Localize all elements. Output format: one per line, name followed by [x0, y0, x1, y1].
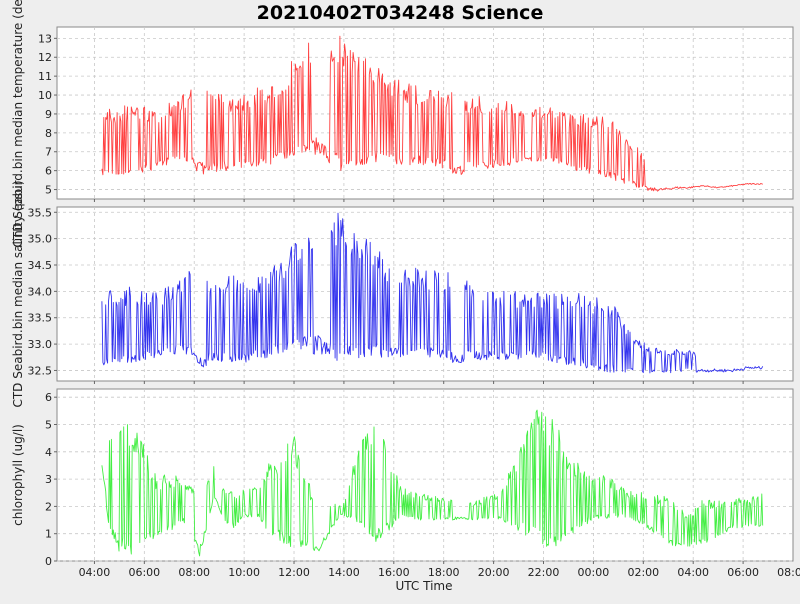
y-tick-label-chlorophyll-1: 1 [45, 528, 52, 541]
x-tick-label-9: 22:00 [528, 566, 560, 579]
y-tick-label-salinity-2: 33.5 [28, 312, 53, 325]
y-tick-label-chlorophyll-0: 0 [45, 555, 52, 568]
panel-frame-chlorophyll [56, 388, 794, 562]
x-tick-label-14: 08:00 [777, 566, 800, 579]
y-tick-label-temperature-8: 13 [38, 32, 52, 45]
y-tick-label-temperature-6: 11 [38, 70, 52, 83]
y-tick-label-salinity-5: 35.0 [28, 233, 53, 246]
y-tick-label-temperature-1: 6 [45, 165, 52, 178]
y-axis-label-salinity: CTD Seabird.bin median salinity (psu) [11, 180, 25, 407]
panel-chlorophyll: 0 1 2 3 4 5 6 chlorophyll (ug/l) [11, 388, 794, 568]
x-tick-label-5: 14:00 [328, 566, 360, 579]
x-tick-label-0: 04:00 [79, 566, 111, 579]
y-tick-label-chlorophyll-2: 2 [45, 500, 52, 513]
series-line-chlorophyll [101, 409, 764, 557]
y-tick-label-salinity-0: 32.5 [28, 364, 53, 377]
y-tick-label-chlorophyll-3: 3 [45, 473, 52, 486]
x-tick-label-10: 00:00 [578, 566, 610, 579]
x-tick-label-8: 20:00 [478, 566, 510, 579]
y-tick-label-temperature-5: 10 [38, 89, 52, 102]
panel-frame-temperature [56, 26, 794, 200]
y-tick-label-salinity-3: 34.0 [28, 285, 53, 298]
y-tick-label-chlorophyll-5: 5 [45, 418, 52, 431]
y-tick-label-temperature-2: 7 [45, 146, 52, 159]
x-tick-label-13: 06:00 [727, 566, 759, 579]
series-line-salinity [101, 212, 764, 374]
y-tick-label-temperature-3: 8 [45, 127, 52, 140]
x-tick-label-1: 06:00 [128, 566, 160, 579]
panel-temperature: 5 6 7 8 9 10 11 12 13 CTD Seabird.bin median temp… [11, 0, 794, 248]
x-tick-label-12: 04:00 [677, 566, 709, 579]
y-tick-label-temperature-7: 12 [38, 51, 52, 64]
x-tick-label-7: 18:00 [428, 566, 460, 579]
y-tick-label-chlorophyll-6: 6 [45, 391, 52, 404]
x-axis-label: UTC Time [396, 579, 453, 593]
y-tick-label-chlorophyll-4: 4 [45, 446, 52, 459]
x-tick-label-3: 10:00 [228, 566, 260, 579]
x-tick-label-2: 08:00 [178, 566, 210, 579]
chart-title: 20210402T034248 Science [257, 2, 544, 24]
y-axis-label-chlorophyll: chlorophyll (ug/l) [11, 424, 25, 526]
x-axis: 04:00 06:00 08:00 10:00 12:00 14:00 16:00 18:00… [79, 566, 800, 579]
x-tick-label-4: 12:00 [278, 566, 310, 579]
x-tick-label-11: 02:00 [627, 566, 659, 579]
y-tick-label-temperature-4: 9 [45, 108, 52, 121]
y-tick-label-salinity-6: 35.5 [28, 206, 53, 219]
x-tick-label-6: 16:00 [378, 566, 410, 579]
y-tick-label-salinity-1: 33.0 [28, 338, 53, 351]
y-tick-label-temperature-0: 5 [45, 184, 52, 197]
y-axis-label-temperature: CTD Seabird.bin median temperature (degC… [11, 0, 25, 248]
y-tick-label-salinity-4: 34.5 [28, 259, 53, 272]
series-line-temperature [101, 35, 763, 192]
